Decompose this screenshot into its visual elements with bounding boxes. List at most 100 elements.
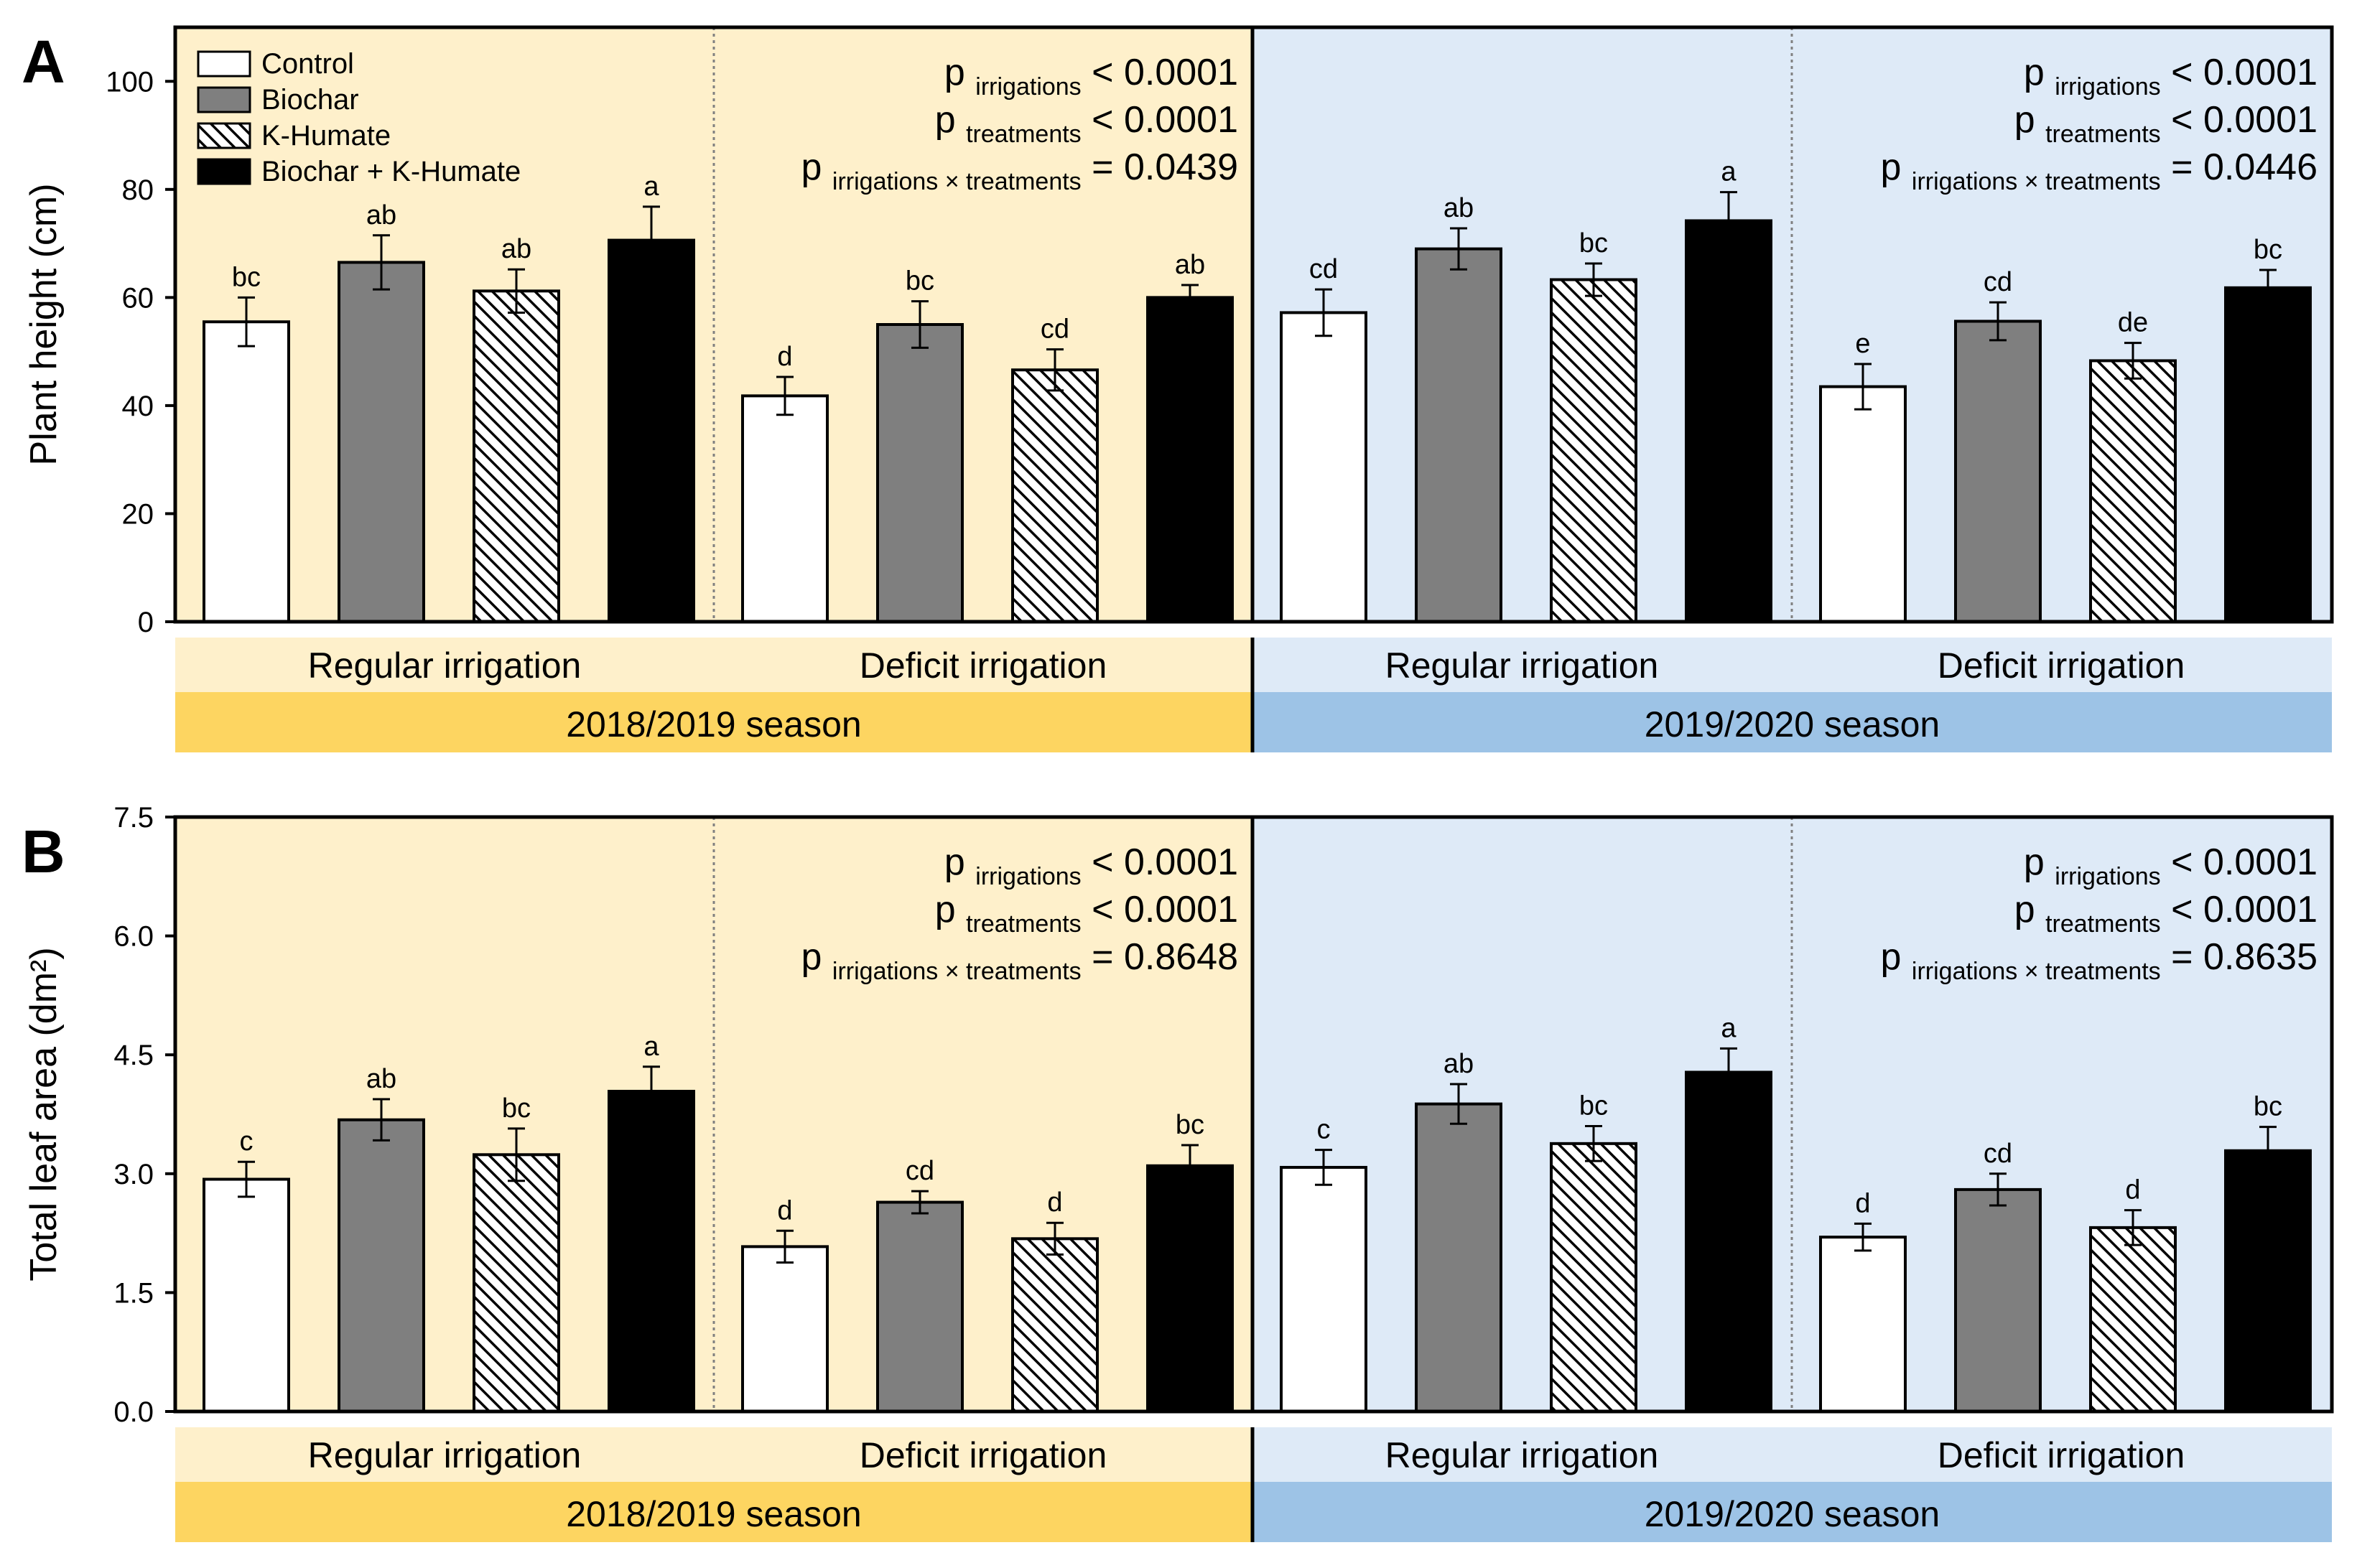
significance-letter: c: [1317, 1115, 1331, 1145]
legend-label: Biochar + K-Humate: [261, 156, 521, 187]
bar-black: [1685, 1070, 1772, 1414]
deficit-irrigation-label: Deficit irrigation: [860, 645, 1107, 686]
legend-swatch-white: [197, 50, 251, 78]
significance-letter: d: [1855, 1188, 1870, 1218]
p-value-row: p treatments < 0.0001: [935, 99, 1238, 148]
bar-hatch: [1550, 1142, 1637, 1414]
bar-hatch: [473, 289, 560, 623]
p-subscript: irrigations × treatments: [832, 168, 1082, 195]
p-value-row: p irrigations × treatments = 0.8648: [801, 936, 1238, 985]
p-symbol: p: [801, 936, 832, 978]
legend-swatch-gray: [197, 86, 251, 113]
significance-letter: ab: [1444, 1049, 1474, 1079]
bar-black: [2224, 286, 2312, 623]
p-subscript: irrigations: [2055, 863, 2160, 890]
regular-irrigation-label: Regular irrigation: [1385, 1435, 1659, 1475]
p-symbol: p: [2024, 841, 2055, 883]
y-tick-label: 20: [122, 498, 154, 530]
deficit-irrigation-label: Deficit irrigation: [1938, 1435, 2185, 1475]
p-value: < 0.0001: [1082, 889, 1238, 930]
legend-label: Biochar: [261, 84, 359, 116]
p-symbol: p: [2014, 99, 2045, 141]
bar-gray: [876, 1200, 964, 1413]
bar-gray: [338, 1118, 425, 1414]
significance-letter: a: [643, 172, 659, 202]
panel-a: Regular irrigation Deficit irrigation Regu…: [22, 25, 2334, 752]
bar-white: [1280, 311, 1367, 623]
p-symbol: p: [1881, 936, 1912, 978]
y-tick-label: 4.5: [113, 1040, 154, 1071]
significance-letter: bc: [1579, 1091, 1608, 1121]
regular-irrigation-label: Regular irrigation: [1385, 645, 1659, 686]
p-value: < 0.0001: [2161, 52, 2318, 93]
season-label-2019: 2019/2020 season: [1645, 704, 1940, 745]
p-value-row: p irrigations < 0.0001: [944, 841, 1238, 890]
bar-black: [1146, 1164, 1234, 1413]
y-tick-label: 0.0: [113, 1396, 154, 1428]
bar-hatch: [2089, 359, 2177, 623]
irrigation-band-2019: [1252, 1427, 2332, 1482]
significance-letter: bc: [906, 266, 934, 297]
season-band-2019: [1252, 692, 2332, 752]
season-band-2018: [175, 692, 1252, 752]
significance-letter: bc: [502, 1093, 531, 1124]
legend: Control Biochar K-Humate Biochar + K-Humate: [197, 48, 521, 187]
bar-white: [1280, 1165, 1367, 1414]
bar-gray: [338, 261, 425, 623]
bar-black: [1685, 219, 1772, 623]
significance-letter: ab: [1444, 193, 1474, 223]
p-value: = 0.0446: [2161, 146, 2318, 188]
p-value-row: p irrigations × treatments = 0.0446: [1881, 146, 2318, 195]
irrigation-band-2018: [175, 638, 1252, 692]
p-value-row: p irrigations < 0.0001: [2024, 52, 2318, 101]
bar-gray: [1954, 319, 2042, 623]
bar-white: [741, 1245, 829, 1414]
p-value: = 0.0439: [1082, 146, 1238, 188]
significance-letter: de: [2118, 308, 2148, 338]
y-axis-title: Total leaf area (dm²): [23, 947, 65, 1281]
bar-white: [203, 1177, 290, 1413]
p-value: = 0.8648: [1082, 936, 1238, 978]
bar-white: [203, 320, 290, 623]
bar-black: [608, 1089, 695, 1413]
bar-black: [608, 238, 695, 624]
bar-gray: [876, 323, 964, 623]
p-value: = 0.8635: [2161, 936, 2318, 978]
significance-letter: c: [240, 1126, 254, 1157]
bar-white: [741, 394, 829, 623]
bar-hatch: [2089, 1226, 2177, 1413]
bar-hatch: [473, 1153, 560, 1413]
significance-letter: ab: [366, 200, 396, 230]
significance-letter: cd: [1041, 314, 1069, 345]
significance-letter: bc: [232, 262, 261, 292]
p-subscript: treatments: [966, 910, 1082, 938]
legend-swatch-black: [197, 158, 251, 185]
significance-letter: ab: [1175, 250, 1205, 280]
bar-black: [2224, 1149, 2312, 1414]
panel-letter-b: B: [22, 818, 65, 885]
significance-letter: a: [1721, 1013, 1737, 1043]
significance-letter: bc: [2254, 235, 2282, 265]
p-value-row: p irrigations < 0.0001: [2024, 841, 2318, 890]
legend-label: K-Humate: [261, 120, 391, 151]
p-value: < 0.0001: [1082, 841, 1238, 883]
p-value-row: p treatments < 0.0001: [935, 889, 1238, 938]
y-tick-label: 1.5: [113, 1277, 154, 1309]
regular-irrigation-label: Regular irrigation: [308, 1435, 582, 1475]
p-subscript: treatments: [966, 121, 1082, 148]
legend-swatch-hatch: [197, 122, 251, 149]
p-value: < 0.0001: [1082, 52, 1238, 93]
season-band-2019: [1252, 1482, 2332, 1542]
significance-letter: bc: [2254, 1092, 2282, 1122]
irrigation-band-2019: [1252, 638, 2332, 692]
bar-gray: [1954, 1187, 2042, 1413]
p-value-row: p irrigations × treatments = 0.8635: [1881, 936, 2318, 985]
significance-letter: e: [1855, 329, 1870, 359]
bar-gray: [1415, 1102, 1502, 1413]
significance-letter: d: [777, 342, 792, 372]
bar-white: [1819, 1236, 1907, 1413]
p-subscript: irrigations × treatments: [832, 958, 1082, 985]
y-tick-label: 60: [122, 282, 154, 314]
p-value-row: p treatments < 0.0001: [2014, 889, 2318, 938]
p-value-row: p irrigations < 0.0001: [944, 52, 1238, 101]
